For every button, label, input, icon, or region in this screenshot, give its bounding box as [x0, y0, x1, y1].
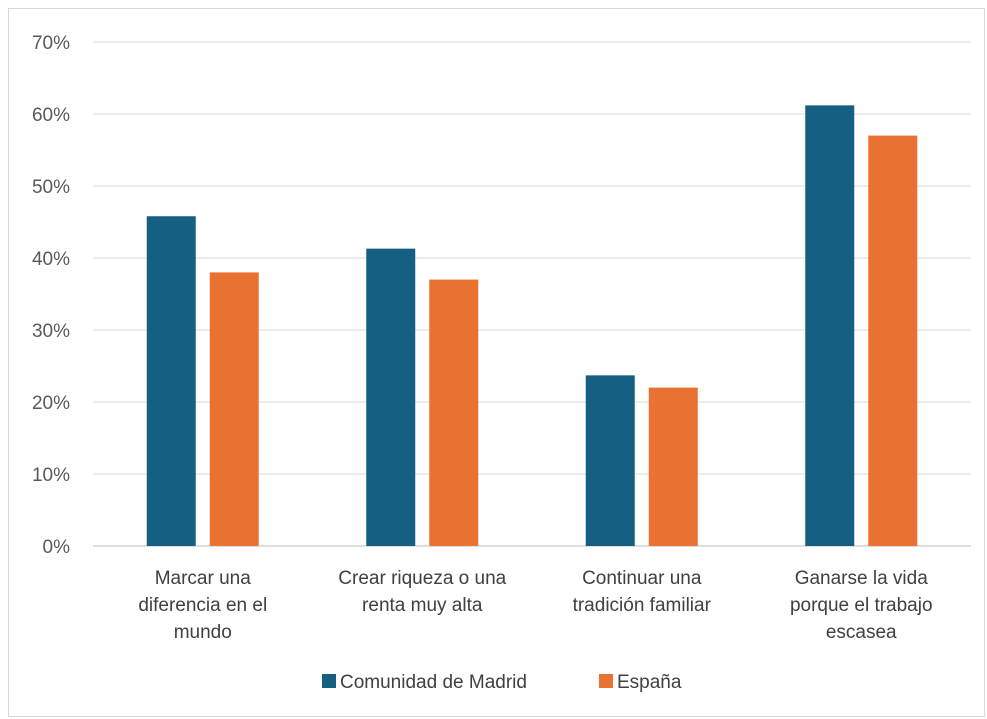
- bar-madrid: [146, 216, 196, 547]
- y-tick-label: 30%: [32, 321, 70, 342]
- x-category-label: Marcar una diferencia en el mundo: [138, 568, 267, 643]
- legend-label-espana: España: [617, 672, 682, 693]
- y-tick-label: 60%: [32, 105, 70, 126]
- y-tick-label: 0%: [43, 537, 71, 558]
- y-tick-label: 40%: [32, 249, 70, 270]
- bar-espana: [868, 135, 918, 546]
- bar-espana: [209, 272, 259, 546]
- y-tick-label: 20%: [32, 393, 70, 414]
- bars: [146, 105, 918, 547]
- y-tick-label: 50%: [32, 177, 70, 198]
- bar-madrid: [805, 105, 855, 547]
- bar-madrid: [366, 248, 416, 546]
- x-axis: Marcar una diferencia en el mundo Crear riq…: [138, 568, 932, 643]
- legend-swatch-madrid: [322, 674, 336, 688]
- x-category-label: Continuar una tradición familiar: [573, 568, 712, 616]
- y-tick-label: 70%: [32, 33, 70, 54]
- y-tick-label: 10%: [32, 465, 70, 486]
- bar-espana: [648, 387, 698, 546]
- bar-espana: [429, 279, 479, 546]
- x-category-label: Ganarse la vida porque el trabajo escasea: [790, 568, 933, 643]
- y-axis: 0% 10% 20% 30% 40% 50% 60% 70%: [32, 33, 70, 558]
- legend-swatch-espana: [599, 674, 613, 688]
- x-category-label: Crear riqueza o una renta muy alta: [338, 568, 506, 616]
- bar-madrid: [585, 375, 635, 546]
- legend: Comunidad de Madrid España: [322, 672, 682, 693]
- legend-label-madrid: Comunidad de Madrid: [340, 672, 527, 693]
